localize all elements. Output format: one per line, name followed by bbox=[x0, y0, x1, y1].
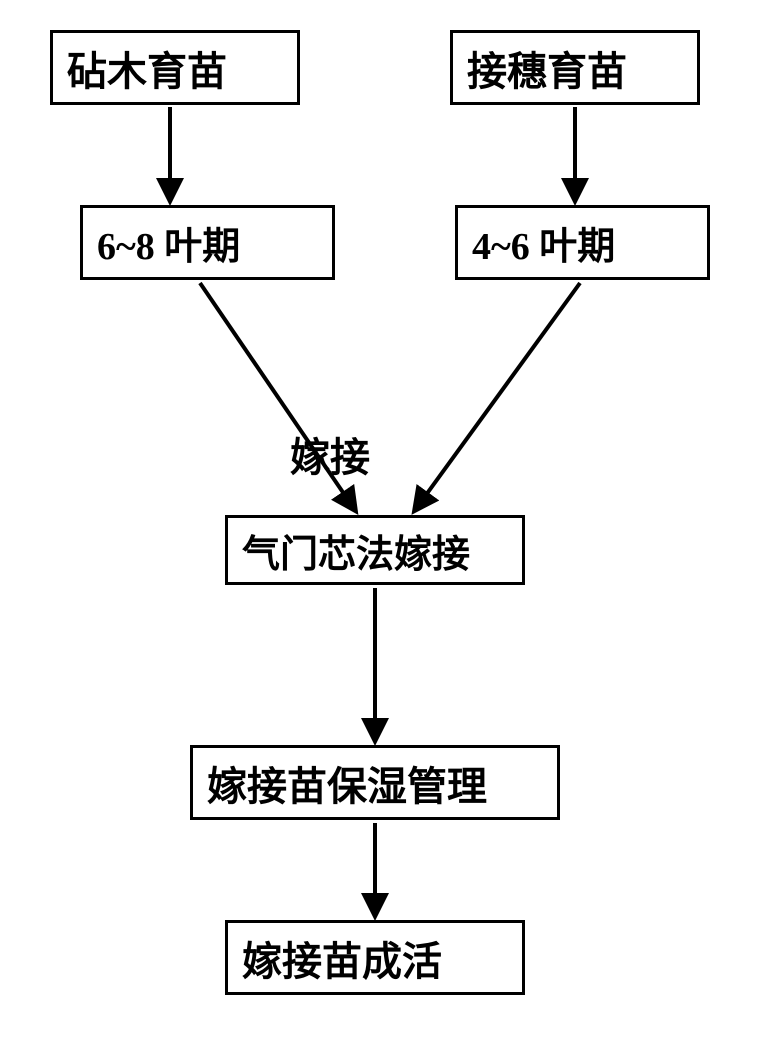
edge-label-graft: 嫁接 bbox=[290, 425, 370, 483]
node-moisture-management: 嫁接苗保湿管理 bbox=[190, 745, 560, 820]
edge-arrow bbox=[415, 283, 580, 510]
node-rootstock-seedling: 砧木育苗 bbox=[50, 30, 300, 105]
node-label: 气门芯法嫁接 bbox=[242, 523, 470, 578]
node-label: 6~8 叶期 bbox=[97, 215, 240, 270]
node-label: 嫁接苗保湿管理 bbox=[207, 754, 487, 812]
node-label: 4~6 叶期 bbox=[472, 215, 615, 270]
node-scion-seedling: 接穗育苗 bbox=[450, 30, 700, 105]
node-valve-core-grafting: 气门芯法嫁接 bbox=[225, 515, 525, 585]
node-leaf-stage-6-8: 6~8 叶期 bbox=[80, 205, 335, 280]
node-label: 砧木育苗 bbox=[67, 39, 227, 97]
node-label: 接穗育苗 bbox=[467, 39, 627, 97]
edge-label-text: 嫁接 bbox=[290, 435, 370, 480]
node-leaf-stage-4-6: 4~6 叶期 bbox=[455, 205, 710, 280]
node-label: 嫁接苗成活 bbox=[242, 929, 442, 987]
node-graft-survival: 嫁接苗成活 bbox=[225, 920, 525, 995]
